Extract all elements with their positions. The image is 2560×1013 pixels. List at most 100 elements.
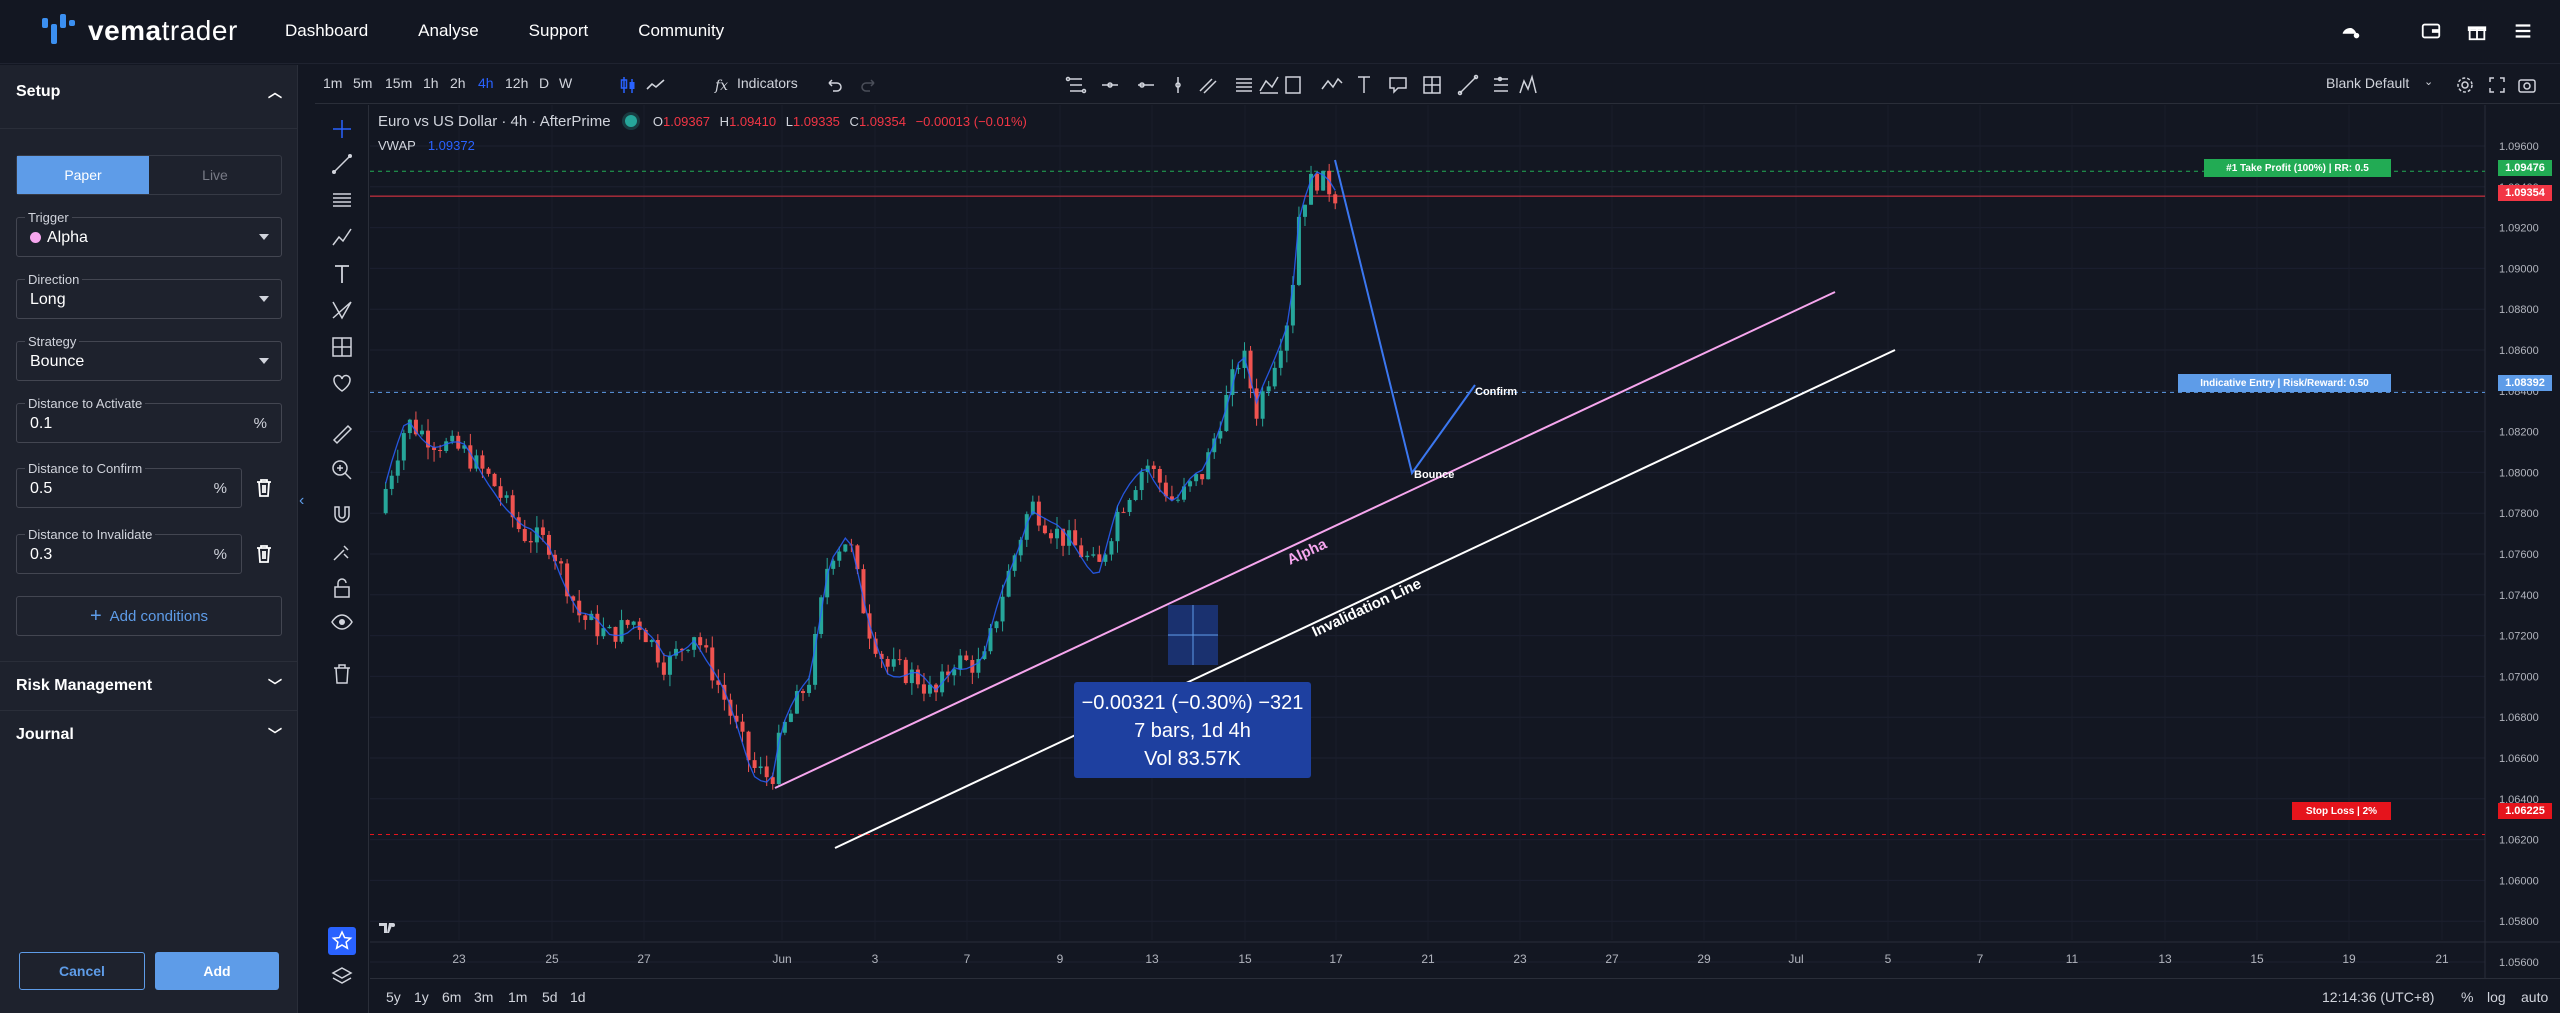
nav-support[interactable]: Support (528, 21, 589, 40)
range-1y[interactable]: 1y (414, 989, 429, 1005)
layers-icon[interactable] (330, 965, 354, 989)
timeframe-d[interactable]: D (539, 75, 550, 91)
brush-icon[interactable] (330, 225, 354, 249)
text-tool-icon[interactable] (330, 262, 354, 286)
favorite-tools-button[interactable] (328, 927, 356, 955)
range-1m[interactable]: 1m (508, 989, 528, 1005)
notification-icon[interactable] (2336, 20, 2366, 42)
clock-timezone[interactable]: 12:14:36 (UTC+8) (2322, 989, 2435, 1005)
range-3m[interactable]: 3m (474, 989, 494, 1005)
price-axis-label: 1.07800 (2499, 508, 2539, 520)
nav-dashboard[interactable]: Dashboard (285, 21, 369, 40)
risk-management-header[interactable]: Risk Management ﹀ (0, 662, 298, 710)
camera-icon[interactable] (2517, 75, 2537, 95)
setup-section-header[interactable]: Setup ︿ (0, 65, 298, 119)
candle-body (1260, 391, 1265, 419)
timeframe-15m[interactable]: 15m (385, 75, 413, 91)
delete-confirm-trash-icon[interactable] (255, 478, 273, 498)
menu-icon[interactable] (2512, 20, 2534, 42)
logo[interactable]: vematrader (42, 14, 238, 48)
distance-confirm-input[interactable]: Distance to Confirm 0.5 % (16, 461, 242, 508)
percent-scale-toggle[interactable]: % (2461, 989, 2474, 1005)
range-5d[interactable]: 5d (542, 989, 558, 1005)
collapse-sidebar-chevron-icon[interactable]: ‹ (299, 492, 305, 509)
lock-drawing-icon[interactable] (330, 540, 354, 564)
candle-body (686, 649, 691, 651)
crosshair-icon[interactable] (330, 117, 354, 141)
candle-body (1163, 482, 1168, 497)
timeframe-1m[interactable]: 1m (323, 75, 343, 91)
distance-confirm-value: 0.5 (30, 480, 53, 497)
timeframe-w[interactable]: W (559, 75, 573, 91)
measure-bars: 7 bars, 1d 4h (1134, 720, 1251, 742)
candle-body (1224, 394, 1229, 431)
take-profit-tag[interactable]: #1 Take Profit (100%) | RR: 0.5 (2204, 159, 2391, 177)
price-chart[interactable]: 1.096001.094001.092001.090001.088001.086… (370, 105, 2560, 1013)
candle-body (831, 560, 836, 569)
zoom-in-icon[interactable] (330, 458, 354, 482)
timeframe-2h[interactable]: 2h (450, 75, 466, 91)
candle-body (1018, 539, 1023, 556)
line-chart-icon[interactable] (645, 75, 667, 95)
candles-icon[interactable] (618, 75, 638, 95)
timeframe-5m[interactable]: 5m (353, 75, 373, 91)
fullscreen-icon[interactable] (2487, 75, 2507, 95)
live-mode-button[interactable]: Live (202, 167, 228, 183)
setup-sidebar: Setup ︿ Paper Live Trigger Alpha Directi… (0, 65, 298, 1013)
add-conditions-button[interactable]: + Add conditions (16, 596, 282, 636)
trigger-select[interactable]: Trigger Alpha (16, 210, 282, 257)
timeframe-12h[interactable]: 12h (505, 75, 529, 91)
tradingview-logo-icon[interactable] (376, 915, 400, 939)
magnet-icon[interactable] (330, 503, 354, 527)
measure-tooltip: −0.00321 (−0.30%) −321 7 bars, 1d 4h Vol… (1074, 682, 1311, 778)
delete-invalidate-trash-icon[interactable] (255, 544, 273, 564)
range-1d[interactable]: 1d (570, 989, 586, 1005)
auto-scale-toggle[interactable]: auto (2521, 989, 2549, 1005)
bounce-label: Bounce (1414, 469, 1454, 481)
nav-community[interactable]: Community (638, 21, 725, 40)
timeframe-4h[interactable]: 4h (478, 75, 494, 91)
candle-body (1145, 465, 1150, 472)
log-scale-toggle[interactable]: log (2487, 989, 2506, 1005)
candle-body (928, 684, 932, 694)
gift-icon[interactable] (2466, 20, 2488, 42)
eye-icon[interactable] (330, 610, 354, 634)
distance-activate-input[interactable]: Distance to Activate 0.1 % (16, 396, 282, 443)
lock-icon[interactable] (330, 576, 354, 600)
journal-header[interactable]: Journal ﹀ (0, 711, 298, 759)
timeframe-1h[interactable]: 1h (423, 75, 439, 91)
pattern-icon[interactable] (330, 298, 354, 322)
paper-mode-button[interactable]: Paper (17, 156, 149, 194)
drawing-tools-strip[interactable] (1060, 73, 1320, 97)
annotation-tools-strip[interactable] (1320, 73, 1540, 97)
nav-analyse[interactable]: Analyse (418, 21, 479, 40)
candle-body (1157, 469, 1162, 483)
add-button[interactable]: Add (155, 952, 279, 990)
heart-icon[interactable] (330, 371, 354, 395)
trend-line-icon[interactable] (330, 152, 354, 176)
fib-retracement-icon[interactable] (330, 188, 354, 212)
range-6m[interactable]: 6m (442, 989, 462, 1005)
ruler-icon[interactable] (330, 422, 354, 446)
sl-price-label: 1.06225 (2498, 803, 2552, 819)
direction-select[interactable]: Direction Long (16, 272, 282, 319)
indicators-button[interactable]: Indicators (737, 75, 798, 91)
prediction-icon[interactable] (330, 335, 354, 359)
wallet-icon[interactable] (2420, 20, 2442, 42)
stop-loss-tag[interactable]: Stop Loss | 2% (2292, 802, 2391, 820)
indicators-fx-icon[interactable]: fx (713, 75, 733, 95)
undo-icon[interactable] (825, 76, 843, 94)
redo-icon[interactable] (860, 76, 878, 94)
candle-body (407, 419, 412, 434)
layout-select[interactable]: Blank Default (2326, 75, 2410, 91)
range-5y[interactable]: 5y (386, 989, 401, 1005)
strategy-select[interactable]: Strategy Bounce (16, 334, 282, 381)
trash-icon[interactable] (330, 662, 354, 686)
date-axis-label: 27 (637, 952, 651, 966)
distance-invalidate-input[interactable]: Distance to Invalidate 0.3 % (16, 527, 242, 574)
chart-canvas[interactable]: 1.096001.094001.092001.090001.088001.086… (370, 105, 2560, 978)
price-axis-label: 1.07000 (2499, 671, 2539, 683)
settings-gear-icon[interactable] (2455, 75, 2475, 95)
cancel-button[interactable]: Cancel (19, 952, 145, 990)
indicative-entry-tag[interactable]: Indicative Entry | Risk/Reward: 0.50 (2178, 374, 2391, 392)
